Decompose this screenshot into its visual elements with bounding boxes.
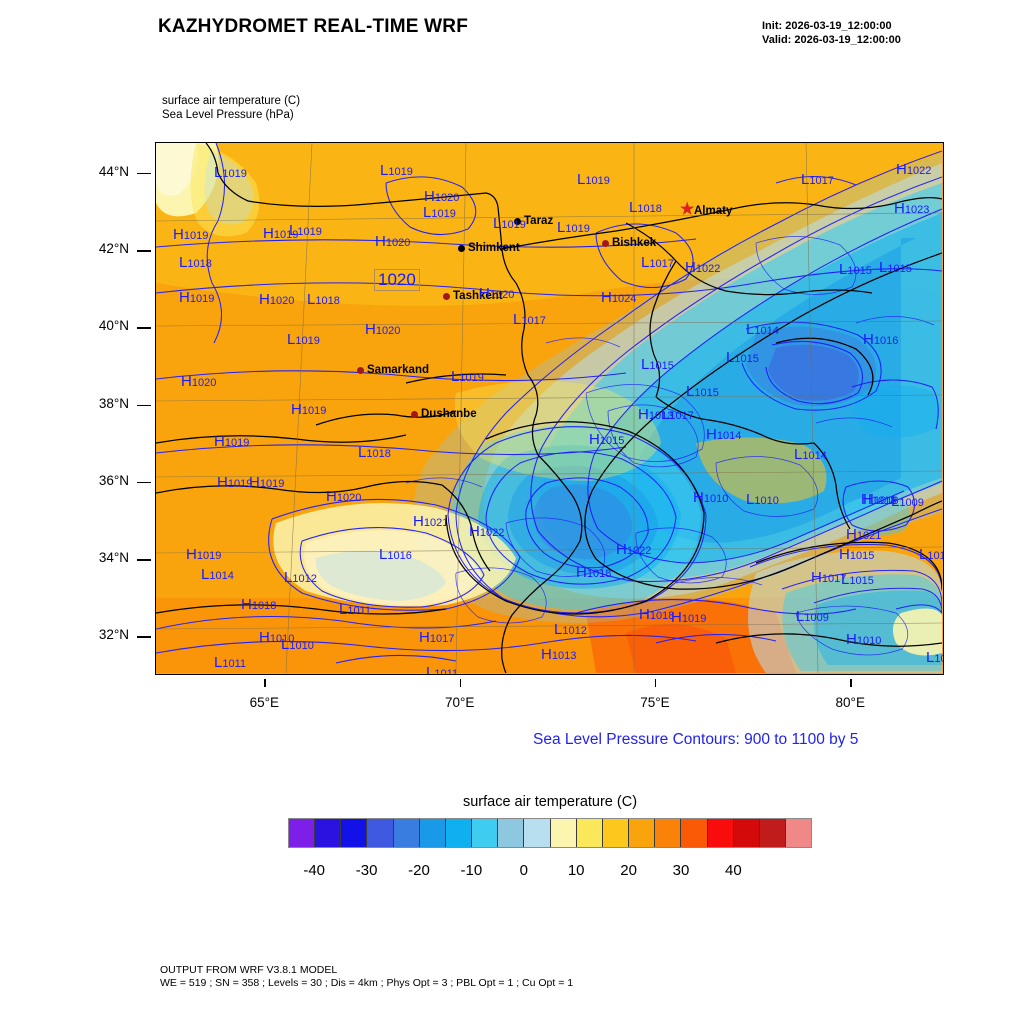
lon-tick-mark [459, 679, 462, 687]
lat-tick-mark [137, 327, 151, 329]
lat-tick-label: 38°N [98, 395, 129, 411]
lon-tick-label: 65°E [249, 695, 280, 710]
colorbar[interactable] [288, 818, 812, 848]
city-marker-bishkek: Bishkek [602, 237, 657, 249]
colorbar-swatch[interactable] [733, 819, 760, 847]
city-dot-icon [443, 293, 450, 300]
city-marker-dushanbe: Dushanbe [411, 408, 477, 420]
lon-tick-label: 70°E [444, 695, 475, 710]
colorbar-swatch[interactable] [602, 819, 630, 847]
colorbar-swatch[interactable] [550, 819, 577, 847]
colorbar-tick-label: 20 [620, 862, 637, 879]
colorbar-swatch[interactable] [445, 819, 473, 847]
colorbar-swatch[interactable] [655, 819, 682, 847]
city-dot-icon [458, 245, 465, 252]
colorbar-swatch[interactable] [707, 819, 734, 847]
city-label: Taraz [524, 215, 554, 227]
colorbar-swatch[interactable] [341, 819, 368, 847]
model-timestamps: Init: 2026-03-19_12:00:00 Valid: 2026-03… [762, 20, 901, 47]
city-marker-shimkent: Shimkent [458, 242, 520, 254]
lat-tick-label: 36°N [98, 472, 129, 488]
colorbar-tick-label: -40 [303, 862, 326, 879]
colorbar-swatch[interactable] [785, 819, 812, 847]
capital-star-icon: ★ [680, 201, 695, 218]
contour-caption: Sea Level Pressure Contours: 900 to 1100… [533, 731, 859, 748]
city-marker-tashkent: Tashkent [443, 290, 503, 302]
lat-tick-mark [137, 172, 151, 175]
page-title: KAZHYDROMET REAL-TIME WRF [158, 16, 469, 37]
lon-tick-label: 80°E [835, 695, 865, 710]
colorbar-swatch[interactable] [498, 819, 525, 847]
init-time: Init: 2026-03-19_12:00:00 [762, 20, 892, 32]
field-label-pressure: Sea Level Pressure (hPa) [162, 109, 294, 121]
city-dot-icon [514, 218, 521, 225]
lat-tick-mark [137, 250, 151, 252]
colorbar-tick-label: -10 [460, 862, 483, 879]
colorbar-tick-label: 30 [672, 862, 690, 879]
city-label: Dushanbe [421, 408, 477, 420]
city-dot-icon [602, 240, 609, 247]
city-label: Shimkent [468, 242, 520, 254]
colorbar-swatch[interactable] [419, 819, 446, 847]
field-label-temperature: surface air temperature (C) [162, 95, 301, 107]
lat-tick-label: 42°N [98, 241, 129, 257]
city-dot-icon [357, 367, 364, 374]
colorbar-swatch[interactable] [367, 819, 394, 847]
colorbar-swatch[interactable] [576, 819, 603, 847]
lat-tick-mark [137, 636, 151, 638]
lon-tick-label: 75°E [640, 695, 670, 710]
lat-tick-label: 40°N [98, 318, 129, 334]
city-label: Almaty [694, 205, 733, 217]
colorbar-tick-label: 0 [519, 862, 528, 879]
colorbar-tick-label: -30 [355, 862, 378, 879]
lat-tick-mark [137, 404, 151, 407]
lon-tick-mark [850, 679, 852, 687]
lat-tick-label: 32°N [98, 627, 129, 643]
colorbar-tick-labels: -40 -30 -20 -10 0 10 20 30 40 [288, 862, 812, 884]
lon-tick-mark [264, 679, 266, 687]
valid-time: Valid: 2026-03-19_12:00:00 [762, 33, 901, 46]
lat-tick-mark [137, 481, 151, 484]
city-label: Samarkand [367, 364, 430, 376]
colorbar-swatch[interactable] [629, 819, 656, 847]
city-label: Bishkek [612, 237, 657, 249]
city-marker-samarkand: Samarkand [357, 364, 430, 376]
colorbar-tick-label: 10 [567, 862, 585, 879]
lat-tick-mark [137, 559, 151, 561]
city-marker-taraz: Taraz [514, 215, 554, 227]
city-label: Tashkent [453, 290, 503, 302]
contour-value-label: 1020 [374, 269, 420, 291]
lat-tick-label: 44°N [98, 163, 129, 179]
colorbar-swatch[interactable] [681, 819, 708, 847]
field-label-block: surface air temperature (C) Sea Level Pr… [162, 94, 300, 122]
map-plot-area[interactable]: 1020 Taraz Shimkent Bishkek ★ Almaty Tas… [155, 142, 944, 675]
colorbar-swatch[interactable] [289, 819, 316, 847]
colorbar-swatch[interactable] [315, 819, 342, 847]
colorbar-swatch[interactable] [472, 819, 499, 847]
colorbar-tick-label: 40 [725, 862, 742, 879]
colorbar-swatch[interactable] [393, 819, 420, 847]
colorbar-swatch[interactable] [759, 819, 786, 847]
footer-line-config: WE = 519 ; SN = 358 ; Levels = 30 ; Dis … [160, 977, 574, 989]
city-dot-icon [411, 411, 418, 418]
map-raster [156, 143, 942, 673]
lon-tick-mark [654, 679, 657, 687]
lat-tick-label: 34°N [98, 550, 129, 566]
city-marker-almaty: ★ Almaty [680, 202, 733, 218]
colorbar-title: surface air temperature (C) [462, 794, 638, 810]
colorbar-swatch[interactable] [524, 819, 551, 847]
colorbar-tick-label: -20 [408, 862, 430, 879]
model-config-footer: OUTPUT FROM WRF V3.8.1 MODEL WE = 519 ; … [160, 964, 573, 990]
footer-line-model: OUTPUT FROM WRF V3.8.1 MODEL [160, 964, 338, 976]
